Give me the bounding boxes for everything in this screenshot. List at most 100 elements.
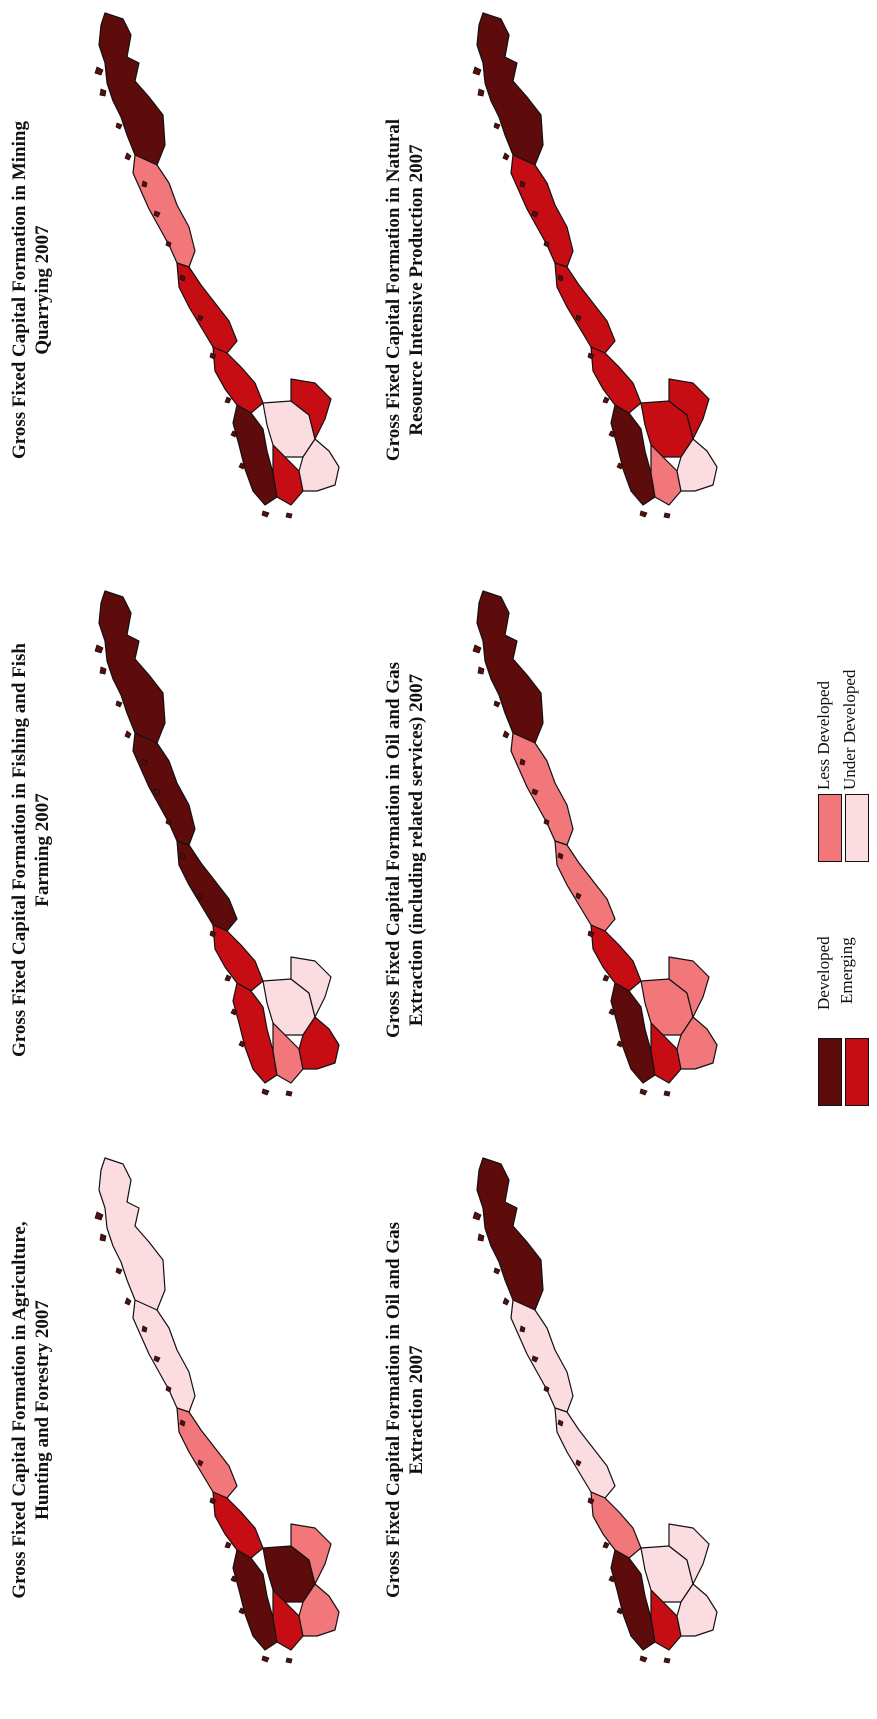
coastal-island [124,152,132,161]
region-mid [176,840,238,932]
region-north [476,12,544,170]
coastal-island [141,758,148,766]
region-mid-north [510,1299,574,1413]
region-east [290,956,332,1018]
coastal-island [99,1233,107,1242]
map-title-oil-gas-services: Gross Fixed Capital Formation in Oil and… [382,570,428,1130]
region-west [212,1491,264,1559]
coastal-island [616,1607,624,1615]
legend-swatch-less-developed [818,794,842,862]
coastal-island [608,1575,616,1583]
map-title-mining: Gross Fixed Capital Formation in Mining … [8,10,54,570]
region-southeast [298,1583,340,1637]
region-southeast [298,1016,340,1070]
region-east [290,1523,332,1585]
coastal-island [663,1657,671,1664]
coastal-island [472,66,482,76]
coastal-island [209,352,217,360]
region-west [590,1491,642,1559]
legend-label-developed: Developed [814,936,833,1010]
map-title-natural-resource: Gross Fixed Capital Formation in Natural… [382,10,428,570]
coastal-island [141,1325,148,1333]
coastal-island [519,1325,526,1333]
coastal-island [94,66,104,76]
legend-swatch-under-developed [845,794,869,862]
coastal-island [230,430,238,438]
legend-label-emerging: Emerging [837,937,856,1004]
coastal-island [602,396,610,404]
region-southwest [610,404,656,506]
coastal-island [224,1541,232,1549]
map-fishing [94,590,340,1097]
coastal-island [502,152,510,161]
coastal-island [616,1040,624,1048]
coastal-island [639,510,648,518]
coastal-island [197,314,204,322]
coastal-island [179,274,186,282]
coastal-island [493,122,501,130]
coastal-island [502,730,510,739]
region-south [272,444,304,506]
coastal-island [141,180,148,188]
coastal-island [179,1419,186,1427]
coastal-island [519,758,526,766]
coastal-island [165,240,172,248]
coastal-island [493,700,501,708]
region-mid [554,840,616,932]
coastal-island [197,892,204,900]
coastal-island [472,1211,482,1221]
coastal-island [616,462,624,470]
coastal-island [153,1355,161,1363]
legend-swatch-emerging [845,1038,869,1106]
region-mid-north [132,154,196,268]
map-title-fishing: Gross Fixed Capital Formation in Fishing… [8,570,54,1130]
coastal-island [472,644,482,654]
coastal-island [124,730,132,739]
coastal-island [224,396,232,404]
coastal-island [238,1040,246,1048]
region-mid-north [132,1299,196,1413]
coastal-island [124,1297,132,1306]
region-east [668,1523,710,1585]
coastal-island [575,892,582,900]
coastal-island [115,700,123,708]
coastal-island [587,930,595,938]
title-line: Hunting and Forestry 2007 [32,1300,53,1520]
map-oil-gas [472,1157,718,1664]
region-north [98,590,166,748]
coastal-island [94,1211,104,1221]
coastal-island [477,88,485,97]
coastal-island [639,1655,648,1663]
coastal-island [99,88,107,97]
region-mid-north [510,154,574,268]
coastal-island [557,274,564,282]
coastal-island [531,788,539,796]
region-south [272,1022,304,1084]
title-line: Gross Fixed Capital Formation in Fishing… [9,642,30,1058]
region-southeast [298,438,340,492]
title-line: Gross Fixed Capital Formation in Oil and… [383,1222,404,1598]
coastal-island [238,1607,246,1615]
coastal-island [587,352,595,360]
coastal-island [224,974,232,982]
coastal-island [608,1008,616,1016]
region-southeast [676,1583,718,1637]
coastal-island [209,1497,217,1505]
coastal-island [285,1657,293,1664]
map-natural-resource [472,12,718,519]
title-line: Gross Fixed Capital Formation in Mining [9,121,30,459]
coastal-island [94,644,104,654]
coastal-island [557,1419,564,1427]
region-north [476,590,544,748]
coastal-island [165,1385,172,1393]
region-southeast [676,1016,718,1070]
region-north [98,12,166,170]
coastal-island [639,1088,648,1096]
coastal-island [575,1459,582,1467]
region-mid-north [132,732,196,846]
coastal-island [230,1575,238,1583]
coastal-island [209,930,217,938]
coastal-island [115,122,123,130]
region-southwest [610,1549,656,1651]
coastal-island [261,1088,270,1096]
